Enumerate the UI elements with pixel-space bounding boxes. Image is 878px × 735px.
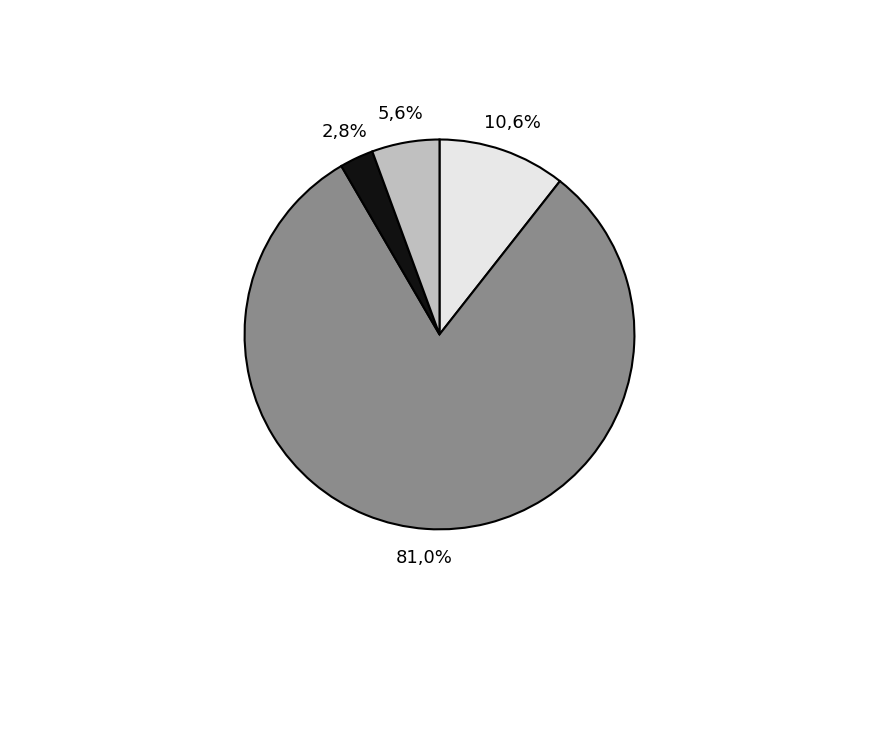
Wedge shape — [372, 140, 439, 334]
Wedge shape — [244, 166, 634, 529]
Text: 81,0%: 81,0% — [395, 549, 452, 567]
Wedge shape — [341, 151, 439, 334]
Text: 10,6%: 10,6% — [484, 114, 541, 132]
Text: 5,6%: 5,6% — [377, 104, 422, 123]
Wedge shape — [439, 140, 559, 334]
Text: 2,8%: 2,8% — [320, 123, 366, 140]
